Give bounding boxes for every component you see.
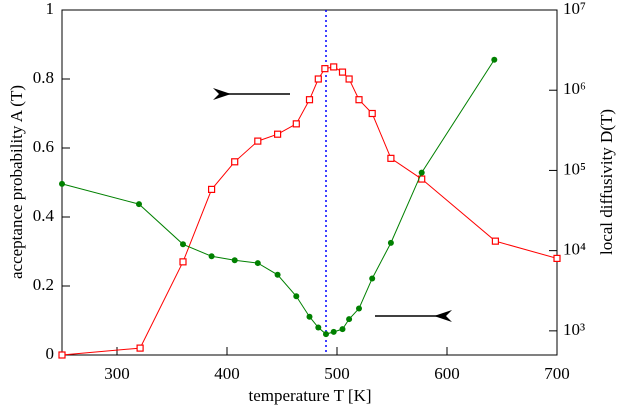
point: [59, 180, 65, 187]
point: [136, 344, 144, 352]
plot-frame: [61, 9, 558, 356]
point: [231, 257, 238, 264]
point: [314, 75, 322, 83]
point: [418, 169, 425, 176]
y2-tick-label: 10³: [563, 320, 585, 339]
x-tick-label: 300: [104, 364, 130, 383]
y-tick-label: 0.6: [33, 137, 54, 156]
x-axis-label: temperature T [K]: [248, 386, 371, 405]
y-tick-label: 0.4: [33, 206, 55, 225]
point: [208, 253, 215, 260]
y-axis-label: acceptance probability A (T): [7, 85, 26, 279]
point: [315, 324, 322, 331]
point: [305, 96, 314, 104]
y-tick-label: 1: [46, 0, 55, 18]
point: [254, 260, 261, 267]
point: [330, 328, 337, 335]
point: [369, 275, 376, 282]
point: [293, 293, 300, 300]
point: [491, 237, 499, 245]
point: [208, 185, 216, 193]
point: [387, 154, 395, 162]
point: [330, 63, 338, 71]
point: [339, 326, 346, 333]
y-tick-label: 0.8: [33, 68, 54, 87]
x-tick-label: 400: [214, 364, 240, 383]
y2-tick-label: 10⁷: [563, 0, 586, 18]
point: [355, 96, 363, 104]
point: [345, 75, 353, 83]
point: [321, 65, 329, 73]
point: [338, 68, 347, 76]
x-tick-label: 500: [324, 364, 350, 383]
point: [231, 158, 239, 166]
point: [180, 241, 186, 248]
point: [254, 137, 262, 145]
point: [346, 316, 353, 323]
point: [553, 254, 561, 262]
point: [323, 331, 329, 338]
point: [136, 201, 142, 208]
y2-axis-label: local diffusivity D(T): [597, 109, 616, 255]
x-tick-label: 700: [544, 364, 570, 383]
point: [368, 109, 376, 118]
point: [356, 305, 362, 312]
series-line: [61, 66, 558, 356]
point: [292, 120, 300, 128]
series-line: [61, 59, 495, 335]
point: [387, 239, 394, 246]
y2-tick-label: 10⁶: [563, 79, 586, 98]
point: [274, 130, 282, 138]
y2-tick-label: 10⁴: [563, 240, 586, 259]
y2-tick-label: 10⁵: [563, 159, 586, 178]
point: [274, 271, 281, 278]
point: [306, 313, 313, 320]
point: [179, 258, 187, 266]
x-tick-label: 600: [434, 364, 460, 383]
point: [58, 351, 66, 359]
y-tick-label: 0: [46, 344, 55, 363]
point: [491, 56, 498, 63]
y-tick-label: 0.2: [33, 275, 54, 294]
